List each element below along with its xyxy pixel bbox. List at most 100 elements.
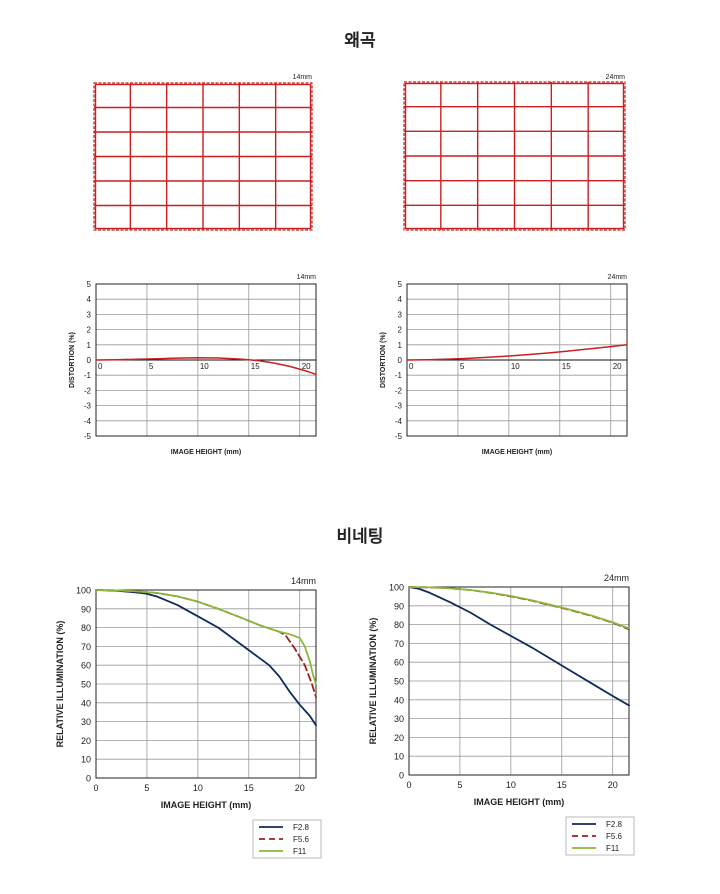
grid14-grid-figure: 14mm — [93, 74, 313, 231]
series-line-f56 — [408, 586, 630, 631]
y-tick-label: 2 — [87, 326, 92, 335]
y-axis-label: DISTORTION (%) — [380, 332, 387, 388]
x-tick-label: 20 — [613, 362, 622, 371]
y-tick-label: 90 — [81, 604, 91, 614]
y-tick-label: 40 — [81, 698, 91, 708]
y-tick-label: 20 — [81, 736, 91, 746]
legend-label: F11 — [293, 847, 307, 856]
x-axis-label: IMAGE HEIGHT (mm) — [161, 800, 252, 810]
x-axis-label: IMAGE HEIGHT (mm) — [474, 797, 565, 807]
y-tick-label: 3 — [87, 310, 92, 319]
y-axis-label: DISTORTION (%) — [69, 332, 76, 388]
x-axis-label: IMAGE HEIGHT (mm) — [171, 449, 241, 456]
y-tick-label: 80 — [394, 620, 404, 630]
y-tick-label: 90 — [394, 601, 404, 611]
y-axis-label: RELATIVE ILLUMINATION (%) — [55, 621, 65, 748]
y-tick-label: -1 — [395, 371, 403, 380]
x-axis-label: IMAGE HEIGHT (mm) — [482, 449, 552, 456]
y-tick-label: 40 — [394, 695, 404, 705]
distortion-section-title: 왜곡 — [344, 31, 376, 51]
focal-length-label: 14mm — [291, 576, 316, 586]
y-axis-label: RELATIVE ILLUMINATION (%) — [368, 618, 378, 745]
series-line-f28 — [408, 586, 630, 707]
y-tick-label: 60 — [81, 661, 91, 671]
vig24-legend: F2.8 F5.6 F11 — [565, 816, 635, 856]
series-line-f28 — [95, 589, 317, 727]
y-tick-label: 100 — [389, 583, 404, 593]
y-tick-label: -3 — [395, 402, 403, 411]
x-tick-label: 20 — [608, 780, 618, 790]
x-tick-label: 15 — [244, 783, 254, 793]
series-line-0 — [95, 356, 317, 376]
y-tick-label: 30 — [394, 714, 404, 724]
x-tick-label: 10 — [193, 783, 203, 793]
x-tick-label: 20 — [302, 362, 311, 371]
x-tick-label: 10 — [511, 362, 520, 371]
focal-length-label: 14mm — [293, 74, 313, 81]
y-tick-label: 70 — [394, 639, 404, 649]
y-tick-label: 10 — [394, 752, 404, 762]
vignetting-section-title: 비네팅 — [336, 527, 384, 547]
focal-length-label: 24mm — [606, 74, 626, 81]
focal-length-label: 24mm — [608, 274, 628, 281]
x-tick-label: 15 — [562, 362, 571, 371]
y-tick-label: -3 — [84, 402, 92, 411]
x-tick-label: 20 — [295, 783, 305, 793]
legend-label: F2.8 — [293, 823, 310, 832]
y-tick-label: 2 — [398, 326, 403, 335]
x-tick-label: 10 — [200, 362, 209, 371]
x-tick-label: 15 — [557, 780, 567, 790]
series-line-0 — [406, 344, 628, 361]
legend-label: F5.6 — [293, 835, 310, 844]
legend-label: F2.8 — [606, 820, 623, 829]
y-tick-label: -2 — [395, 386, 403, 395]
y-tick-label: 0 — [86, 774, 91, 784]
y-tick-label: -5 — [395, 432, 403, 441]
x-tick-label: 10 — [506, 780, 516, 790]
y-tick-label: 30 — [81, 717, 91, 727]
x-tick-label: 0 — [93, 783, 98, 793]
x-tick-label: 5 — [149, 362, 154, 371]
y-tick-label: 10 — [81, 755, 91, 765]
legend-label: F11 — [606, 844, 620, 853]
y-tick-label: 50 — [394, 677, 404, 687]
y-tick-label: -1 — [84, 371, 92, 380]
x-tick-label: 0 — [98, 362, 103, 371]
legend-label: F5.6 — [606, 832, 623, 841]
y-tick-label: 0 — [399, 771, 404, 781]
y-tick-label: 5 — [87, 280, 92, 289]
vig14-legend: F2.8 F5.6 F11 — [252, 819, 322, 859]
y-tick-label: -2 — [84, 386, 92, 395]
y-tick-label: 0 — [87, 356, 92, 365]
y-tick-label: -5 — [84, 432, 92, 441]
y-tick-label: 20 — [394, 733, 404, 743]
plot-frame — [408, 586, 630, 776]
y-tick-label: -4 — [84, 417, 92, 426]
x-tick-label: 0 — [409, 362, 414, 371]
y-tick-label: -4 — [395, 417, 403, 426]
series-line-f11 — [408, 586, 630, 630]
y-tick-label: 100 — [76, 586, 91, 596]
y-tick-label: 60 — [394, 658, 404, 668]
y-tick-label: 3 — [398, 310, 403, 319]
focal-length-label: 24mm — [604, 573, 629, 583]
y-tick-label: 0 — [398, 356, 403, 365]
x-tick-label: 0 — [406, 780, 411, 790]
x-tick-label: 5 — [144, 783, 149, 793]
y-tick-label: 80 — [81, 623, 91, 633]
focal-length-label: 14mm — [297, 274, 317, 281]
series-line-f11 — [95, 589, 317, 685]
y-tick-label: 50 — [81, 680, 91, 690]
x-tick-label: 5 — [457, 780, 462, 790]
y-tick-label: 70 — [81, 642, 91, 652]
y-tick-label: 4 — [87, 295, 92, 304]
y-tick-label: 4 — [398, 295, 403, 304]
grid24-grid-figure: 24mm — [403, 74, 626, 231]
x-tick-label: 5 — [460, 362, 465, 371]
y-tick-label: 1 — [87, 341, 92, 350]
